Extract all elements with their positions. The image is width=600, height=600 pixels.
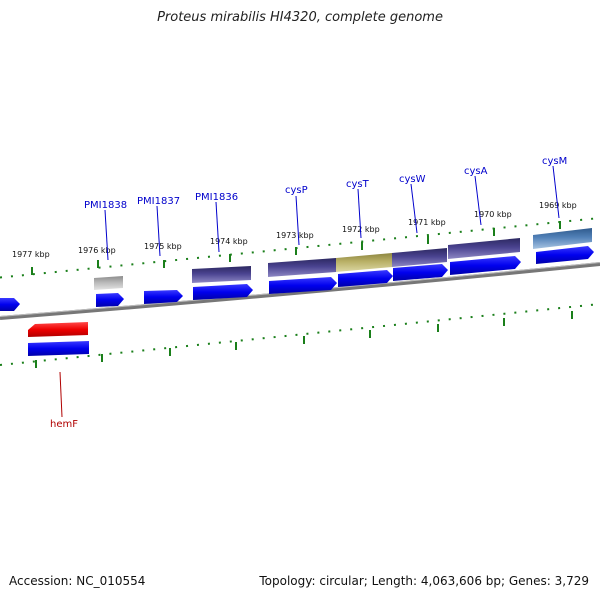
reverse-tick-track [0, 303, 600, 366]
gene-label-hemF[interactable]: hemF [50, 419, 78, 430]
tick-label-1973: 1973 kbp [276, 231, 314, 240]
cds-arrow-hemF[interactable] [28, 341, 89, 356]
feature-cysT[interactable] [336, 253, 392, 272]
tick-label-1976: 1976 kbp [78, 246, 116, 255]
gene-label-pmi1836[interactable]: PMI1836 [195, 192, 238, 203]
genome-summary-text: Topology: circular; Length: 4,063,606 bp… [259, 574, 589, 588]
tick-label-1970: 1970 kbp [474, 210, 512, 219]
gene-label-cysW[interactable]: cysW [399, 174, 426, 185]
genome-title: Proteus mirabilis HI4320, complete genom… [157, 10, 443, 25]
gene-label-cysP[interactable]: cysP [285, 185, 308, 196]
label-leaders [104, 165, 560, 261]
forward-feature-layer [94, 228, 592, 290]
cds-arrow-cysM[interactable] [536, 246, 594, 264]
gene-label-cysM[interactable]: cysM [542, 156, 567, 167]
gene-label-cysT[interactable]: cysT [346, 179, 370, 190]
cds-arrow-cysA[interactable] [450, 256, 521, 275]
feature-cysM[interactable] [533, 228, 592, 249]
cds-arrow-cysP[interactable] [269, 277, 337, 294]
cds-arrow-pmi1837[interactable] [144, 290, 183, 304]
gene-label-cysA[interactable]: cysA [464, 166, 488, 177]
gene-label-pmi1838[interactable]: PMI1838 [84, 200, 127, 211]
forward-cds-layer [0, 246, 594, 311]
gene-label-pmi1837[interactable]: PMI1837 [137, 196, 180, 207]
cds-arrow-cysT[interactable] [338, 270, 393, 287]
accession-text: Accession: NC_010554 [9, 574, 146, 588]
feature-cysA[interactable] [448, 238, 520, 259]
tick-label-1975: 1975 kbp [144, 242, 182, 251]
feature-pmi1836[interactable] [192, 266, 251, 283]
hemF-leader [59, 371, 63, 418]
cds-arrow-pmi1836[interactable] [193, 284, 253, 300]
reverse-feature-layer [28, 322, 89, 356]
feature-pmi1838[interactable] [94, 276, 123, 290]
cds-arrow-left-edge[interactable] [0, 298, 20, 311]
feature-cysP[interactable] [268, 258, 336, 277]
tick-label-1974: 1974 kbp [210, 237, 248, 246]
major-ticks [31, 221, 573, 368]
feature-cysW[interactable] [392, 248, 447, 267]
feature-hemF[interactable] [28, 322, 88, 337]
tick-label-1977: 1977 kbp [12, 250, 50, 259]
cds-arrow-cysW[interactable] [393, 264, 448, 281]
cds-arrow-pmi1838[interactable] [96, 293, 124, 307]
genome-backbone [0, 262, 600, 320]
forward-tick-track [0, 217, 600, 279]
tick-label-1971: 1971 kbp [408, 218, 446, 227]
